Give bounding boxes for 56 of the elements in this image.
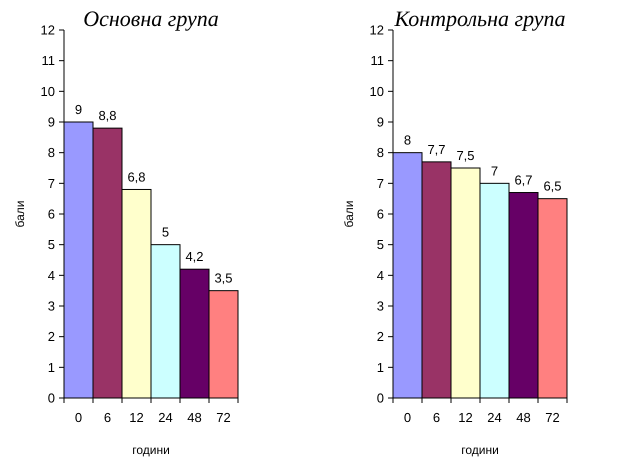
y-tick-label: 12 (40, 22, 55, 38)
data-label: 6,7 (514, 172, 533, 188)
x-tick-label: 48 (516, 410, 531, 425)
x-tick-label: 48 (187, 410, 202, 425)
y-tick-label: 10 (370, 84, 384, 99)
data-label: 7 (490, 163, 498, 178)
y-tick-label: 1 (48, 360, 55, 375)
x-tick-label: 72 (216, 410, 231, 425)
y-tick-label: 2 (376, 329, 384, 344)
y-tick-label: 11 (42, 53, 55, 68)
x-tick-label: 6 (432, 410, 440, 425)
data-label: 8 (404, 132, 412, 148)
y-tick-label: 6 (376, 206, 384, 222)
chart-title: Контрольна група (393, 6, 566, 31)
x-tick-label: 12 (129, 410, 144, 425)
y-tick-label: 12 (370, 22, 384, 38)
y-tick-label: 7 (376, 176, 384, 191)
data-label: 7,7 (427, 142, 446, 157)
y-tick-label: 7 (48, 176, 55, 191)
y-tick-label: 5 (376, 237, 384, 252)
y-tick-label: 6 (48, 206, 55, 222)
y-axis-title: бали (342, 200, 356, 228)
data-label: 5 (162, 224, 170, 240)
y-tick-label: 3 (376, 298, 384, 314)
y-tick-label: 1 (376, 360, 384, 375)
x-tick-label: 0 (404, 410, 412, 425)
data-label: 4,2 (185, 249, 204, 264)
x-tick-label: 0 (74, 410, 82, 425)
x-tick-label: 12 (458, 410, 473, 425)
y-tick-label: 11 (370, 53, 384, 68)
y-tick-label: 10 (40, 84, 55, 99)
y-tick-label: 2 (48, 329, 55, 344)
y-tick-label: 9 (376, 114, 384, 130)
x-tick-label: 72 (545, 410, 560, 425)
y-tick-label: 4 (48, 268, 55, 283)
y-tick-label: 3 (48, 298, 55, 314)
data-label: 3,5 (214, 270, 233, 286)
x-tick-label: 24 (158, 410, 173, 425)
data-label: 9 (74, 102, 82, 117)
y-tick-label: 0 (48, 390, 55, 406)
x-tick-label: 24 (487, 410, 502, 425)
y-axis-title: бали (13, 200, 27, 228)
y-tick-label: 8 (48, 145, 55, 160)
y-tick-label: 9 (48, 114, 55, 130)
x-tick-label: 6 (104, 410, 112, 425)
y-tick-label: 8 (376, 145, 384, 160)
data-label: 6,5 (543, 178, 562, 194)
data-label: 7,5 (456, 148, 475, 163)
x-axis-title: години (461, 443, 499, 457)
data-label: 6,8 (127, 169, 146, 184)
y-tick-label: 4 (376, 268, 384, 283)
y-tick-label: 0 (376, 390, 384, 406)
y-tick-label: 5 (48, 237, 55, 252)
data-label: 8,8 (98, 108, 117, 124)
x-axis-title: години (132, 443, 170, 457)
chart-title: Основна група (83, 6, 219, 31)
